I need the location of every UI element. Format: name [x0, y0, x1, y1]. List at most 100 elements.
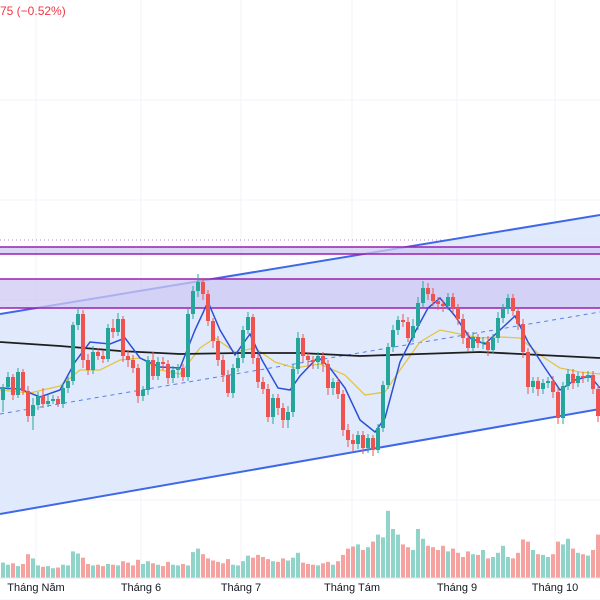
- candle-body: [456, 308, 460, 319]
- candle-body: [156, 362, 160, 376]
- candle-body: [426, 288, 430, 294]
- volume-bar: [266, 559, 270, 578]
- candle-body: [26, 391, 30, 416]
- volume-bar: [81, 557, 85, 578]
- volume-bar: [406, 547, 410, 578]
- x-tick-label: Tháng 10: [532, 582, 578, 594]
- volume-bar: [316, 565, 320, 578]
- volume-bar: [251, 557, 255, 578]
- volume-bar: [486, 558, 490, 578]
- candle-body: [406, 322, 410, 338]
- volume-bar: [571, 548, 575, 578]
- volume-bar: [566, 538, 570, 578]
- candle-body: [591, 375, 595, 389]
- candle-body: [101, 356, 105, 359]
- volume-bar: [116, 565, 120, 578]
- candle-body: [411, 326, 415, 338]
- volume-bar: [561, 544, 565, 578]
- candle-body: [11, 377, 15, 395]
- volume-bar: [146, 561, 150, 578]
- candle-body: [501, 309, 505, 318]
- volume-bar: [341, 554, 345, 578]
- candle-body: [301, 338, 305, 356]
- volume-bar: [531, 550, 535, 578]
- candle-body: [461, 319, 465, 338]
- volume-bar: [6, 564, 10, 578]
- volume-bar: [466, 551, 470, 578]
- candle-body: [551, 381, 555, 392]
- candle-body: [106, 328, 110, 359]
- volume-bar: [181, 564, 185, 578]
- candle-body: [196, 282, 200, 291]
- volume-bar: [106, 564, 110, 578]
- candle-body: [271, 398, 275, 417]
- candle-body: [251, 317, 255, 358]
- candle-body: [366, 438, 370, 448]
- channel-lower-line: [0, 408, 600, 515]
- candle-body: [326, 364, 330, 388]
- volume-bar: [226, 559, 230, 578]
- zone-fill-1: [0, 279, 600, 308]
- volume-bar: [261, 557, 265, 578]
- candle-body: [141, 390, 145, 396]
- candle-body: [486, 342, 490, 350]
- volume-bar: [346, 548, 350, 578]
- candle-body: [91, 352, 95, 370]
- candle-body: [391, 330, 395, 347]
- volume-bar: [591, 550, 595, 578]
- volume-bar: [321, 563, 325, 578]
- candle-body: [451, 297, 455, 308]
- volume-bar: [16, 566, 20, 578]
- candle-body: [41, 396, 45, 404]
- volume-bar: [31, 558, 35, 578]
- candle-body: [21, 372, 25, 391]
- candle-body: [376, 428, 380, 450]
- volume-bar: [376, 534, 380, 578]
- candle-body: [576, 376, 580, 383]
- volume-bar: [441, 545, 445, 578]
- volume-bar: [96, 564, 100, 578]
- candle-body: [236, 358, 240, 368]
- candle-body: [546, 381, 550, 383]
- volume-bar: [56, 567, 60, 578]
- x-tick-label: Tháng 7: [221, 582, 261, 594]
- volume-bar: [276, 561, 280, 578]
- candle-body: [136, 368, 140, 396]
- candle-body: [381, 385, 385, 428]
- volume-bar: [236, 565, 240, 578]
- volume-bar: [46, 566, 50, 578]
- volume-bar: [196, 548, 200, 578]
- candle-body: [31, 405, 35, 416]
- candle-body: [221, 360, 225, 375]
- volume-bar: [36, 565, 40, 578]
- candle-body: [191, 291, 195, 314]
- candle-body: [56, 399, 60, 404]
- candle-body: [541, 383, 545, 389]
- candle-body: [161, 362, 165, 364]
- volume-bar: [436, 550, 440, 578]
- x-axis: Tháng Năm Tháng 6 Tháng 7 Tháng Tám Thán…: [0, 577, 600, 594]
- volume-bar: [1, 562, 5, 578]
- volume-bar: [166, 561, 170, 578]
- volume-bar: [331, 564, 335, 578]
- volume-bar: [186, 565, 190, 578]
- candle-body: [371, 438, 375, 450]
- candle-body: [516, 311, 520, 324]
- candle-body: [471, 337, 475, 348]
- volume-bar: [391, 529, 395, 578]
- candle-body: [16, 372, 20, 395]
- volume-bar: [386, 510, 390, 578]
- candle-body: [446, 297, 450, 306]
- candle-body: [481, 342, 485, 343]
- volume-bar: [381, 537, 385, 578]
- candle-body: [6, 377, 10, 387]
- candle-body: [321, 356, 325, 364]
- volume-bar: [541, 554, 545, 578]
- candle-body: [401, 320, 405, 322]
- candle-body: [276, 398, 280, 408]
- candle-body: [296, 338, 300, 369]
- volume-bar: [76, 553, 80, 578]
- volume-bar: [51, 568, 55, 578]
